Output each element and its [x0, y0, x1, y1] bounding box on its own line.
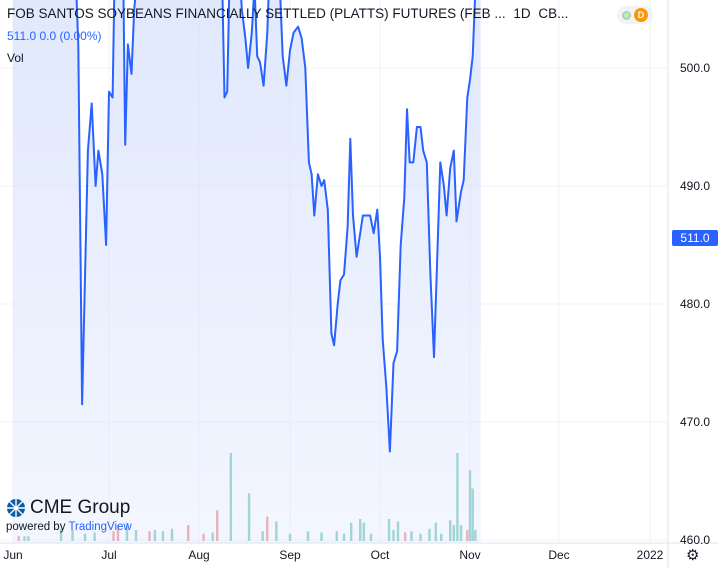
x-tick-label: Jun	[3, 548, 22, 562]
symbol-title[interactable]: FOB SANTOS SOYBEANS FINANCIALLY SETTLED …	[7, 6, 506, 21]
ohlc-values: 511.0 0.0 (0.00%)	[7, 29, 102, 43]
x-tick-label: Oct	[371, 548, 390, 562]
settings-gear-icon[interactable]: ⚙	[686, 547, 700, 564]
last-price-label: 511.0	[672, 230, 718, 246]
y-tick-label: 500.0	[680, 61, 710, 75]
exchange-label: CB...	[538, 6, 569, 21]
brand-watermark[interactable]: CME Group powered by TradingView	[6, 497, 132, 533]
volume-legend[interactable]: Vol	[7, 51, 24, 65]
y-tick-label: 460.0	[680, 533, 710, 547]
cme-globe-icon	[7, 499, 25, 517]
y-tick-label: 480.0	[680, 297, 710, 311]
y-tick-label: 470.0	[680, 415, 710, 429]
price-area	[13, 0, 481, 543]
chart-header: FOB SANTOS SOYBEANS FINANCIALLY SETTLED …	[7, 6, 568, 21]
y-tick-label: 490.0	[680, 179, 710, 193]
powered-by-label: powered by	[6, 521, 69, 533]
brand-name: CME Group	[30, 497, 131, 518]
delayed-badge: D	[634, 8, 648, 22]
powered-by-text: powered by TradingView	[6, 521, 132, 533]
status-badges: D	[617, 6, 653, 24]
x-tick-label: Dec	[548, 548, 569, 562]
x-tick-label: Aug	[188, 548, 209, 562]
price-line	[75, 0, 476, 453]
x-tick-label: Jul	[101, 548, 116, 562]
x-tick-label: Nov	[459, 548, 480, 562]
x-tick-label: Sep	[279, 548, 301, 562]
x-tick-label: 2022	[637, 548, 664, 562]
interval-label[interactable]: 1D	[513, 6, 531, 21]
tradingview-link[interactable]: TradingView	[68, 521, 132, 533]
status-dot-icon	[622, 10, 631, 20]
